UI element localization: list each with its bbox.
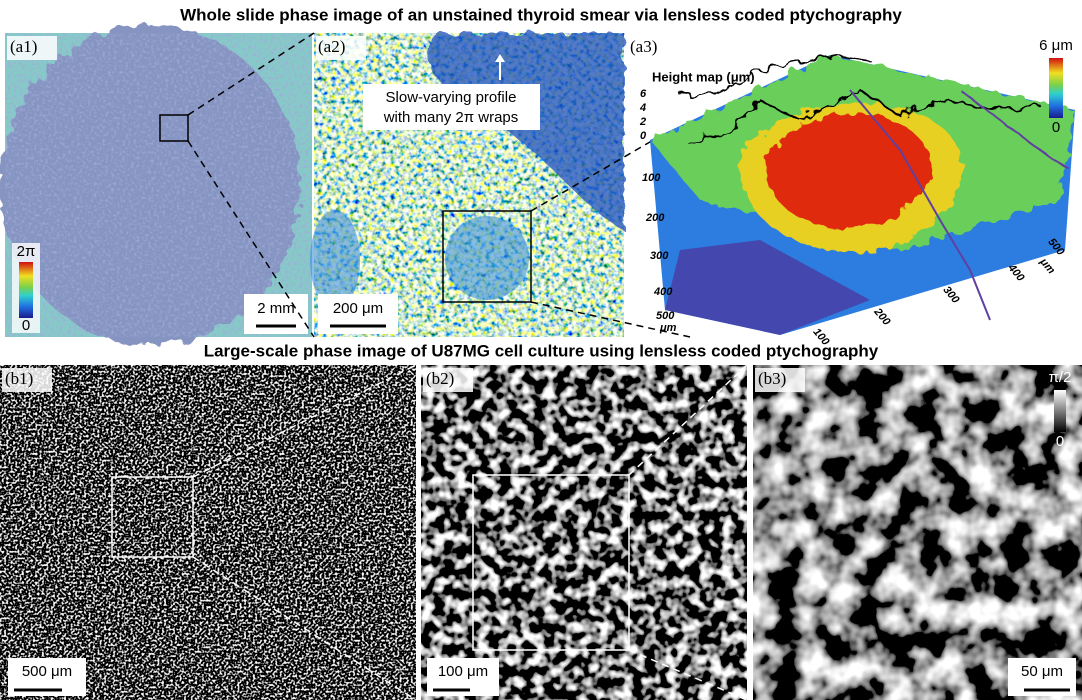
scale-bar-label: 100 μm — [438, 663, 488, 680]
x-unit: μm — [1037, 255, 1058, 276]
y-tick-label: 100 — [642, 172, 661, 184]
z-tick-label: 4 — [639, 102, 646, 114]
y-tick-label: 200 — [645, 212, 665, 224]
z-axis: 6 4 2 0 — [639, 88, 647, 142]
colorbar — [1054, 390, 1066, 432]
top-title: Whole slide phase image of an unstained … — [180, 5, 902, 24]
scale-bar-label: 50 μm — [1021, 663, 1063, 680]
texture — [5, 33, 312, 337]
x-tick-label: 300 — [940, 284, 962, 306]
y-tick-label: 300 — [650, 250, 669, 262]
colorbar-max: 6 μm — [1039, 37, 1073, 54]
panel-label: (b3) — [758, 369, 786, 388]
colorbar — [1049, 58, 1063, 118]
z-tick-label: 6 — [640, 88, 647, 100]
x-tick-label: 200 — [871, 305, 893, 328]
panel-label: (a2) — [318, 37, 345, 56]
panel-a3: (a3) Height map (μm) 6 μm 0 6 4 2 0 100 … — [630, 37, 1075, 349]
y-unit: μm — [659, 322, 677, 334]
colorbar — [19, 262, 33, 318]
panel-b3: (b3) π/2 0 50 μm — [753, 365, 1082, 700]
panel-label: (a3) — [630, 37, 657, 56]
inset-title: Height map (μm) — [652, 69, 755, 84]
y-tick-label: 500 — [656, 310, 675, 322]
image — [753, 365, 1082, 700]
annotation: with many 2π wraps — [383, 109, 519, 126]
z-tick-label: 0 — [640, 130, 647, 142]
scale-bar-label: 500 μm — [22, 663, 72, 680]
panel-label: (a1) — [10, 37, 37, 56]
cell-cluster — [445, 216, 529, 300]
panel-label: (b1) — [5, 369, 33, 388]
panel-b1: (b1) 500 μm — [0, 365, 416, 700]
colorbar-max: π/2 — [1049, 369, 1072, 386]
colorbar-min: 0 — [1052, 119, 1060, 136]
bottom-title: Large-scale phase image of U87MG cell cu… — [204, 341, 879, 360]
colorbar-min: 0 — [22, 317, 30, 334]
colorbar-max: 2π — [17, 243, 36, 260]
panel-label: (b2) — [426, 369, 454, 388]
z-tick-label: 2 — [639, 116, 646, 128]
figure: Whole slide phase image of an unstained … — [0, 0, 1082, 700]
scale-bar-label: 200 μm — [333, 300, 383, 317]
panel-a1: (a1) 2π 0 2 mm — [0, 25, 312, 345]
y-tick-label: 400 — [653, 286, 673, 298]
annotation: Slow-varying profile — [386, 89, 517, 106]
scale-bar-label: 2 mm — [257, 300, 295, 317]
image — [0, 365, 416, 700]
panel-b2: (b2) 100 μm — [421, 365, 747, 700]
colorbar-min: 0 — [1056, 433, 1064, 450]
